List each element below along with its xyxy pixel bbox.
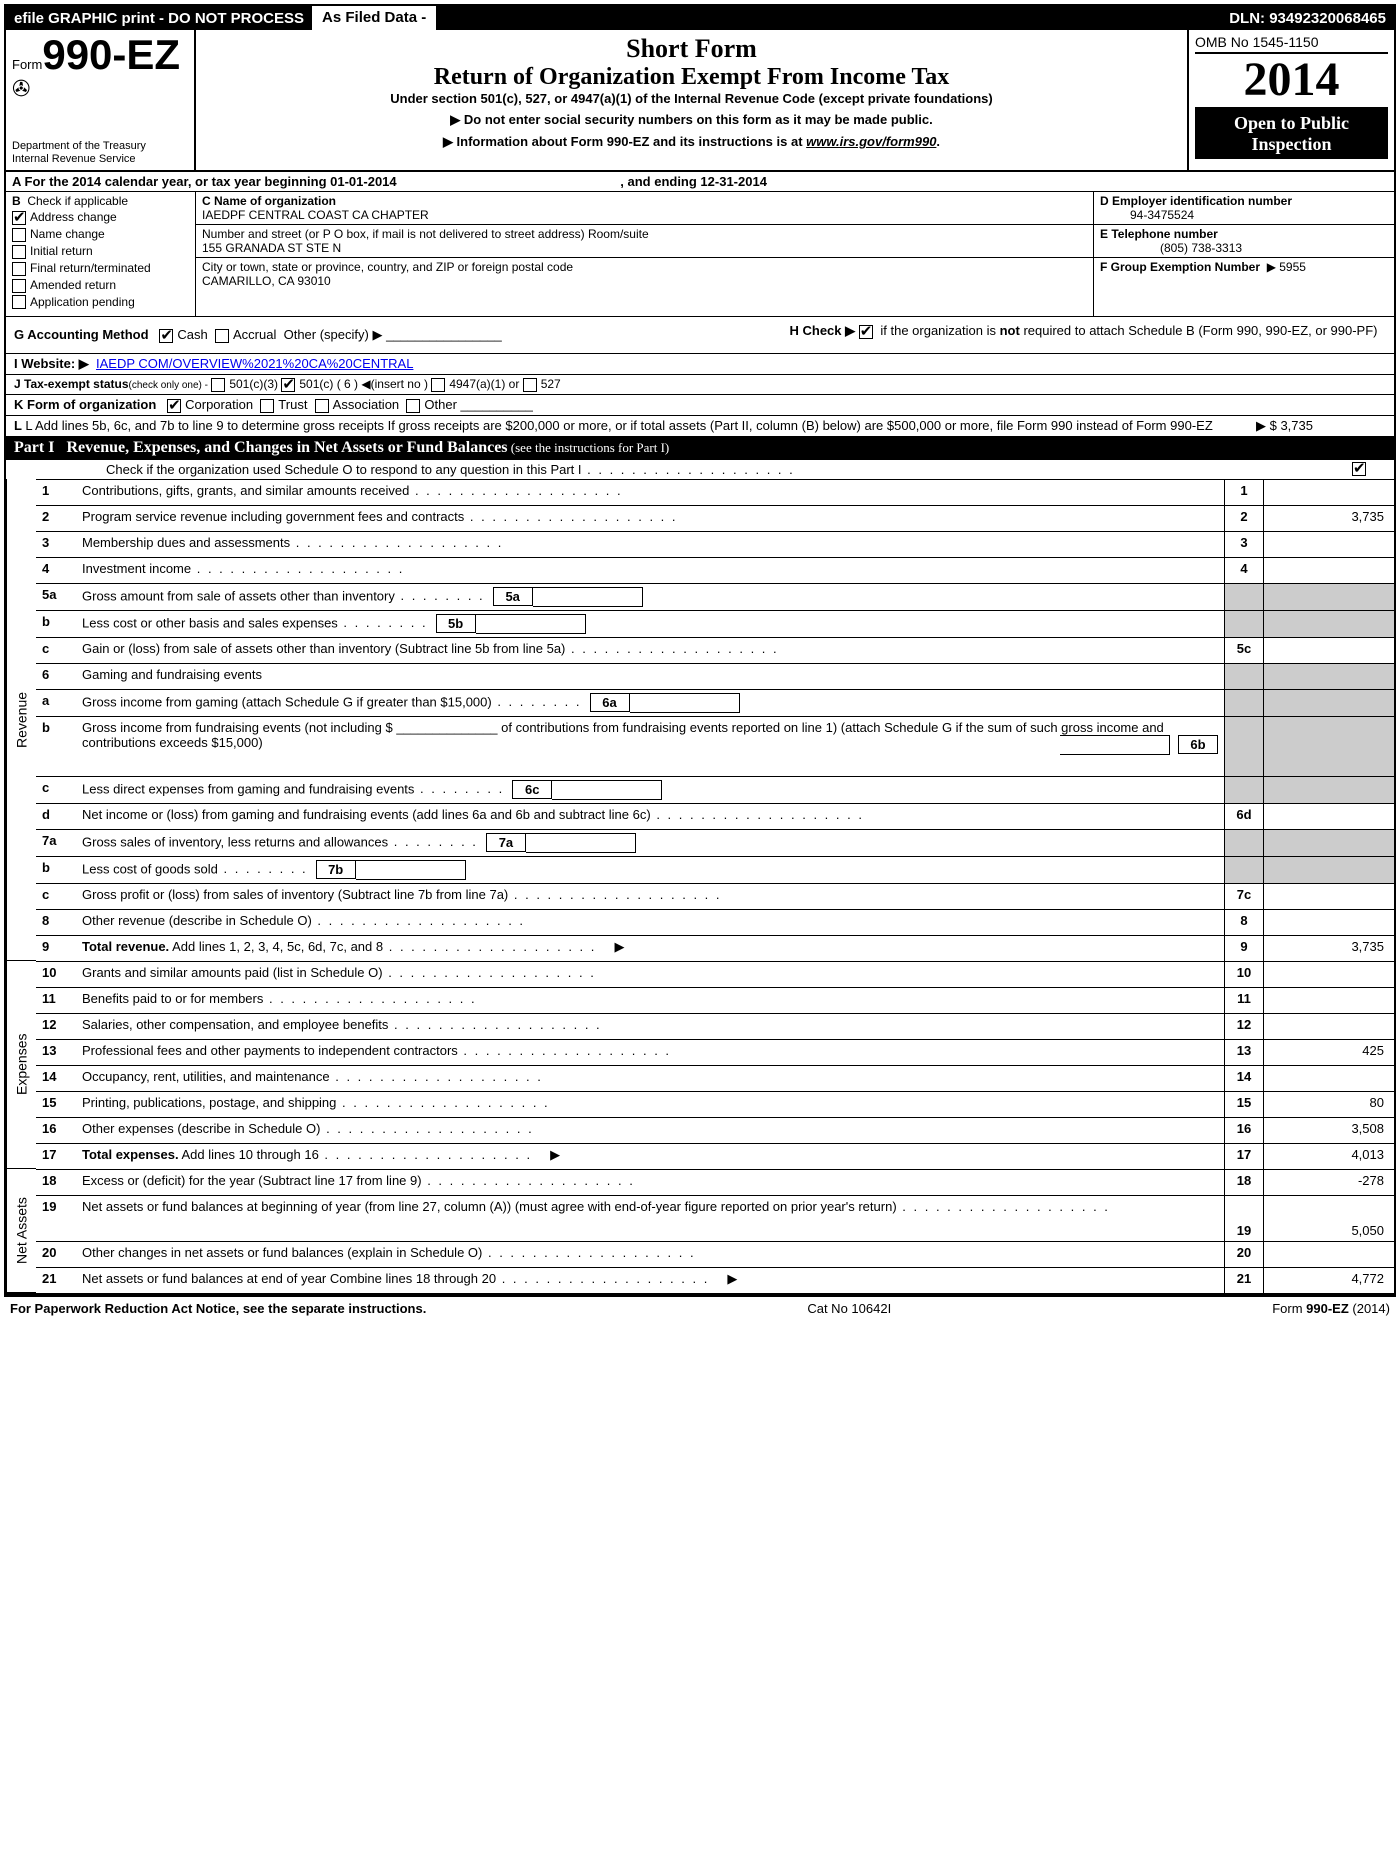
footer: For Paperwork Reduction Act Notice, see …	[4, 1295, 1396, 1320]
net-assets-label: Net Assets	[6, 1169, 36, 1293]
dln-label: DLN: 93492320068465	[1221, 10, 1394, 27]
line-k: K Form of organization Corporation Trust…	[6, 395, 1394, 416]
column-def: D Employer identification number 94-3475…	[1094, 192, 1394, 316]
footer-right: Form 990-EZ (2014)	[1272, 1301, 1390, 1316]
form-container: efile GRAPHIC print - DO NOT PROCESS As …	[4, 4, 1396, 1295]
checkbox-row: Amended return	[12, 278, 189, 293]
top-spacer	[442, 6, 1221, 30]
ledger-table: Revenue1Contributions, gifts, grants, an…	[6, 479, 1394, 1293]
group-exemption: ▶ 5955	[1267, 260, 1306, 274]
lines-gh: G Accounting Method Cash Accrual Other (…	[6, 317, 1394, 354]
group-exemption-block: F Group Exemption Number ▶ 5955	[1094, 258, 1394, 294]
arrow-line-1: ▶ Do not enter social security numbers o…	[206, 112, 1177, 128]
tax-year: 2014	[1195, 54, 1388, 109]
arrow-line-2: ▶ Information about Form 990-EZ and its …	[206, 134, 1177, 150]
checkbox[interactable]	[12, 228, 26, 242]
501c3-checkbox[interactable]	[211, 378, 225, 392]
header-grid: Form990-EZ ✇ Department of the Treasury …	[6, 30, 1394, 172]
trust-checkbox[interactable]	[260, 399, 274, 413]
phone-block: E Telephone number (805) 738-3313	[1094, 225, 1394, 258]
header-right: OMB No 1545-1150 2014 Open to Public Ins…	[1189, 30, 1394, 170]
ein: 94-3475524	[1100, 208, 1194, 222]
street-block: Number and street (or P O box, if mail i…	[196, 225, 1093, 258]
checkbox[interactable]	[12, 211, 26, 225]
checkbox-row: Initial return	[12, 244, 189, 259]
revenue-label: Revenue	[6, 479, 36, 961]
checkbox-row: Final return/terminated	[12, 261, 189, 276]
omb-number: OMB No 1545-1150	[1195, 34, 1388, 54]
checkbox[interactable]	[12, 262, 26, 276]
street: 155 GRANADA ST STE N	[202, 241, 341, 255]
ein-block: D Employer identification number 94-3475…	[1094, 192, 1394, 225]
top-bar: efile GRAPHIC print - DO NOT PROCESS As …	[6, 6, 1394, 30]
org-name-block: C Name of organization IAEDPF CENTRAL CO…	[196, 192, 1093, 225]
part-1-header: Part I Revenue, Expenses, and Changes in…	[6, 436, 1394, 460]
cash-checkbox[interactable]	[159, 329, 173, 343]
527-checkbox[interactable]	[523, 378, 537, 392]
bcf-grid: B Check if applicable Address changeName…	[6, 192, 1394, 317]
schedule-o-checkbox[interactable]	[1352, 462, 1366, 476]
under-section: Under section 501(c), 527, or 4947(a)(1)…	[206, 91, 1177, 106]
column-b: B Check if applicable Address changeName…	[6, 192, 196, 316]
label-a: A	[12, 174, 21, 189]
form-prefix: Form	[12, 57, 42, 72]
department-label: Department of the Treasury Internal Reve…	[12, 140, 188, 166]
phone: (805) 738-3313	[1100, 241, 1242, 255]
ending-date: , and ending 12-31-2014	[620, 174, 767, 189]
assoc-checkbox[interactable]	[315, 399, 329, 413]
accrual-checkbox[interactable]	[215, 329, 229, 343]
501c-checkbox[interactable]	[281, 378, 295, 392]
part-1-label: Part I	[14, 439, 54, 457]
part-1-check: Check if the organization used Schedule …	[6, 460, 1394, 479]
header-middle: Short Form Return of Organization Exempt…	[196, 30, 1189, 170]
as-filed-label: As Filed Data -	[312, 6, 436, 30]
part-1-title: Revenue, Expenses, and Changes in Net As…	[66, 439, 669, 457]
checkbox-row: Application pending	[12, 295, 189, 310]
line-h: H Check ▶ if the organization is not req…	[789, 323, 1386, 347]
line-i: I Website: ▶ IAEDP COM/OVERVIEW%2021%20C…	[6, 354, 1394, 375]
checkbox[interactable]	[12, 295, 26, 309]
4947-checkbox[interactable]	[431, 378, 445, 392]
expenses-label: Expenses	[6, 961, 36, 1169]
line-l-value: ▶ $ 3,735	[1246, 418, 1386, 434]
city-block: City or town, state or province, country…	[196, 258, 1093, 316]
line-j: J Tax-exempt status(check only one) - 50…	[6, 375, 1394, 395]
footer-mid: Cat No 10642I	[807, 1301, 891, 1316]
header-left: Form990-EZ ✇ Department of the Treasury …	[6, 30, 196, 170]
line-g: G Accounting Method Cash Accrual Other (…	[14, 327, 789, 343]
h-checkbox[interactable]	[859, 325, 873, 339]
efile-label: efile GRAPHIC print - DO NOT PROCESS	[6, 10, 312, 27]
corp-checkbox[interactable]	[167, 399, 181, 413]
open-to-public: Open to Public Inspection	[1195, 109, 1388, 159]
form-number: Form990-EZ	[12, 34, 188, 76]
checkbox[interactable]	[12, 245, 26, 259]
label-b: B	[12, 194, 21, 208]
website-link[interactable]: IAEDP COM/OVERVIEW%2021%20CA%20CENTRAL	[96, 356, 413, 371]
short-form-title: Short Form	[206, 34, 1177, 64]
city: CAMARILLO, CA 93010	[202, 274, 331, 288]
org-name: IAEDPF CENTRAL COAST CA CHAPTER	[202, 208, 429, 222]
row-a: A For the 2014 calendar year, or tax yea…	[6, 172, 1394, 192]
other-checkbox[interactable]	[406, 399, 420, 413]
irs-seal-icon: ✇	[12, 76, 188, 102]
form-990ez: 990-EZ	[42, 31, 180, 78]
checkbox-row: Address change	[12, 210, 189, 225]
footer-left: For Paperwork Reduction Act Notice, see …	[10, 1301, 426, 1316]
line-l: L L Add lines 5b, 6c, and 7b to line 9 t…	[6, 416, 1394, 436]
checkbox-row: Name change	[12, 227, 189, 242]
irs-link[interactable]: www.irs.gov/form990	[806, 134, 936, 149]
checkbox[interactable]	[12, 279, 26, 293]
return-title: Return of Organization Exempt From Incom…	[206, 64, 1177, 91]
column-c: C Name of organization IAEDPF CENTRAL CO…	[196, 192, 1094, 316]
